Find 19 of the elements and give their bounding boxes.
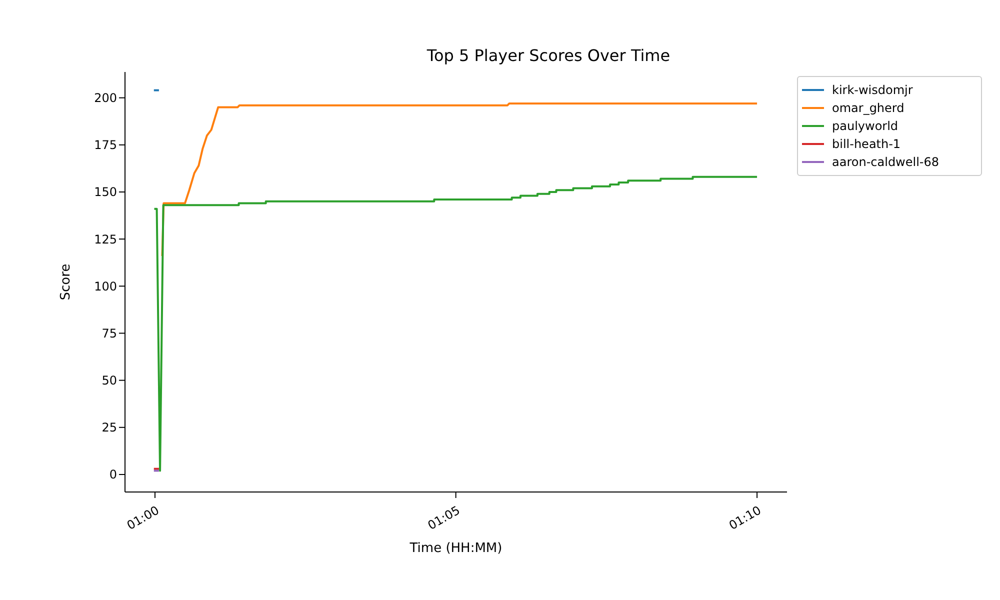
legend-label: omar_gherd [832, 100, 904, 117]
legend-label: kirk-wisdomjr [832, 82, 913, 99]
y-tick-label: 150 [94, 185, 117, 200]
y-tick-label: 25 [102, 420, 117, 435]
line-series [161, 102, 758, 258]
y-axis-title: Score [58, 264, 74, 300]
y-tick-label: 100 [94, 279, 117, 294]
line-series [153, 176, 758, 472]
y-tick-label: 200 [94, 91, 117, 106]
y-tick-label: 175 [94, 138, 117, 152]
legend-label: bill-heath-1 [832, 136, 901, 153]
chart-title: Top 5 Player Scores Over Time [426, 46, 672, 65]
y-tick-label: 125 [94, 232, 117, 246]
legend-label: paulyworld [832, 118, 898, 135]
legend-label: aaron-caldwell-68 [832, 154, 940, 171]
y-tick-label: 0 [109, 468, 117, 482]
x-axis-title: Time (HH:MM) [408, 541, 502, 556]
y-tick-label: 75 [102, 326, 117, 340]
y-tick-label: 50 [102, 374, 117, 388]
